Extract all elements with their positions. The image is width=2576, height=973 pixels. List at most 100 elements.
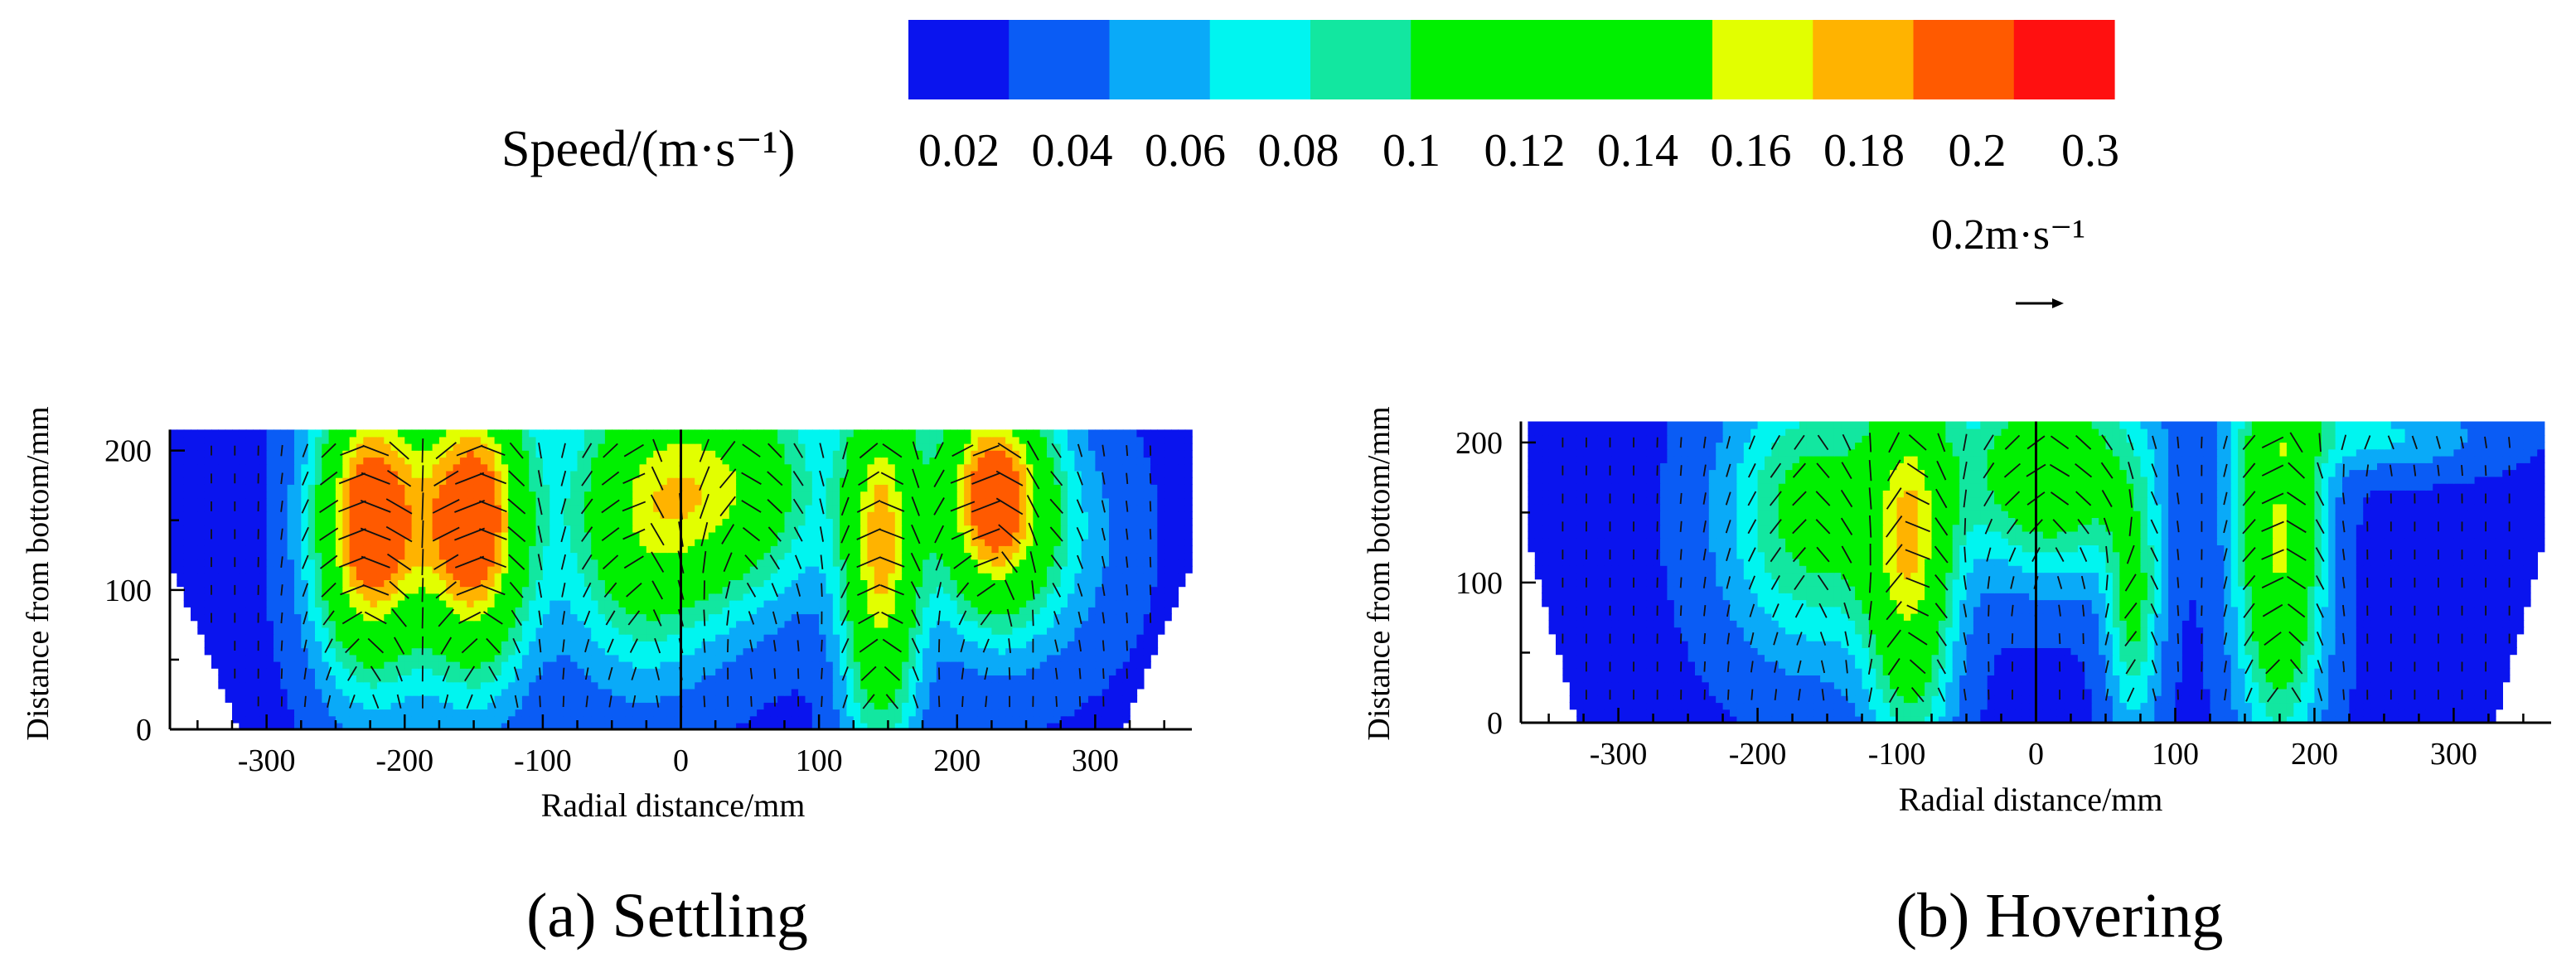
contour-cell <box>521 559 530 567</box>
contour-cell <box>1053 641 1062 649</box>
contour-cell <box>535 491 544 499</box>
contour-cell <box>191 607 199 615</box>
contour-cell <box>1033 491 1041 499</box>
contour-cell <box>936 715 944 724</box>
contour-cell <box>1053 613 1062 622</box>
contour-cell <box>1019 627 1027 635</box>
contour-cell <box>1074 620 1082 628</box>
contour-cell <box>266 504 274 512</box>
contour-cell <box>826 620 834 628</box>
contour-cell <box>487 654 496 662</box>
contour-cell <box>695 681 703 690</box>
contour-cell <box>1060 599 1068 608</box>
contour-cell <box>556 647 564 656</box>
contour-cell <box>1150 627 1159 635</box>
contour-cell <box>853 518 861 526</box>
contour-cell <box>446 497 454 506</box>
contour-cell <box>943 545 951 554</box>
contour-cell <box>191 579 199 588</box>
contour-cell <box>749 518 758 526</box>
contour-cell <box>307 531 316 540</box>
contour-cell <box>397 688 405 696</box>
contour-cell <box>473 504 482 512</box>
contour-cell <box>301 579 309 588</box>
contour-cell <box>1012 675 1020 683</box>
contour-cell <box>695 715 703 724</box>
contour-cell <box>411 647 419 656</box>
contour-cell <box>328 668 337 675</box>
contour-cell <box>274 491 282 499</box>
contour-cell <box>342 599 351 608</box>
contour-cell <box>811 709 820 717</box>
contour-cell <box>860 559 869 567</box>
contour-cell <box>695 688 703 696</box>
contour-cell <box>425 620 433 628</box>
contour-cell <box>197 504 206 512</box>
contour-cell <box>660 565 668 574</box>
contour-cell <box>211 620 220 628</box>
contour-cell <box>583 593 592 601</box>
contour-cell <box>784 702 792 710</box>
contour-cell <box>177 491 185 499</box>
contour-cell <box>612 599 620 608</box>
contour-cell <box>438 695 447 703</box>
contour-cell <box>508 702 516 710</box>
contour-cell <box>1088 641 1097 649</box>
contour-cell <box>550 552 558 560</box>
contour-cell <box>798 681 806 690</box>
contour-cell <box>1143 504 1151 512</box>
contour-cell <box>867 497 875 506</box>
contour-cell <box>977 511 985 519</box>
contour-cell <box>550 709 558 717</box>
contour-cell <box>307 722 316 730</box>
contour-cell <box>695 654 703 662</box>
contour-cell <box>591 491 599 499</box>
contour-cell <box>259 593 268 601</box>
contour-cell <box>253 715 261 724</box>
contour-cell <box>757 661 765 669</box>
contour-cell <box>397 668 405 675</box>
contour-cell <box>266 681 274 690</box>
contour-cell <box>225 559 233 567</box>
contour-cell <box>459 531 467 540</box>
contour-cell <box>1026 633 1034 641</box>
contour-cell <box>232 545 240 554</box>
contour-cell <box>763 641 772 649</box>
contour-cell <box>1047 688 1055 696</box>
contour-cell <box>791 586 799 594</box>
contour-cell <box>743 675 751 683</box>
contour-cell <box>438 688 447 696</box>
contour-cell <box>376 511 385 519</box>
contour-cell <box>1171 545 1179 554</box>
contour-cell <box>349 545 357 554</box>
contour-cell <box>384 695 392 703</box>
contour-cell <box>743 511 751 519</box>
contour-cell <box>1116 607 1124 615</box>
contour-cell <box>453 599 461 608</box>
contour-cell <box>1102 688 1110 696</box>
contour-cell <box>722 722 730 730</box>
contour-cell <box>508 525 516 533</box>
contour-cell <box>853 627 861 635</box>
contour-cell <box>1122 599 1131 608</box>
contour-cell <box>943 661 951 669</box>
contour-cell <box>211 599 220 608</box>
contour-cell <box>749 647 758 656</box>
contour-cell <box>749 627 758 635</box>
contour-cell <box>446 675 454 683</box>
contour-cell <box>598 525 606 533</box>
contour-cell <box>515 573 523 580</box>
contour-cell <box>294 702 303 710</box>
contour-cell <box>840 688 848 696</box>
contour-cell <box>736 675 744 683</box>
contour-cell <box>902 675 910 683</box>
contour-cell <box>763 661 772 669</box>
contour-cell <box>259 654 268 662</box>
contour-cell <box>1068 531 1076 540</box>
contour-cell <box>446 681 454 690</box>
contour-cell <box>763 504 772 512</box>
contour-cell <box>1088 647 1097 656</box>
contour-cell <box>294 497 303 506</box>
contour-cell <box>819 641 827 649</box>
contour-cell <box>749 511 758 519</box>
